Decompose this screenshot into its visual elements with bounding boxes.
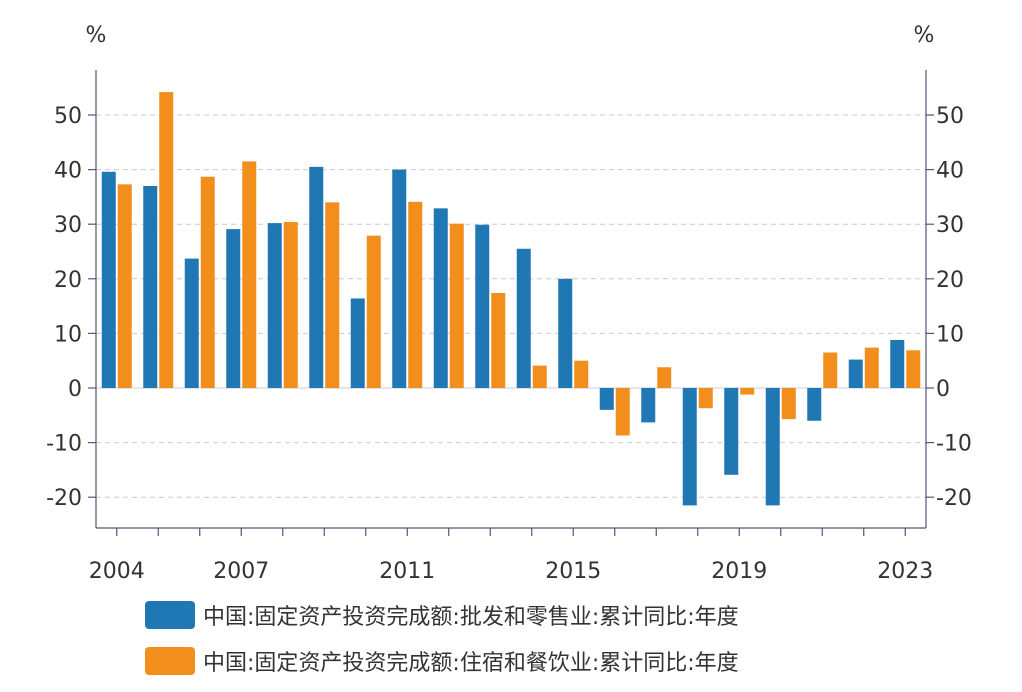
legend: 中国:固定资产投资完成额:批发和零售业:累计同比:年度 中国:固定资产投资完成额…: [145, 600, 739, 692]
y-tick-label-right: 10: [936, 322, 964, 347]
bar-retail-2019: [724, 388, 739, 475]
x-tick-label: 2023: [877, 559, 933, 584]
bar-hospitality-2023: [906, 350, 921, 388]
bar-hospitality-2006: [200, 176, 215, 388]
bar-hospitality-2008: [283, 222, 298, 388]
bar-retail-2005: [143, 185, 158, 388]
y-tick-label-left: -10: [46, 432, 82, 457]
bar-hospitality-2022: [864, 347, 879, 388]
bar-hospitality-2020: [781, 388, 796, 420]
bar-retail-2022: [848, 359, 863, 388]
y-tick-label-left: 50: [54, 104, 82, 129]
legend-item-hospitality[interactable]: 中国:固定资产投资完成额:住宿和餐饮业:累计同比:年度: [145, 646, 739, 676]
bar-hospitality-2014: [532, 365, 547, 388]
y-tick-label-right: 50: [936, 104, 964, 129]
bar-retail-2021: [807, 388, 822, 421]
y-tick-label-left: 20: [54, 268, 82, 293]
bar-hospitality-2011: [408, 201, 423, 388]
chart: -20 -20 -10 -10 0 0 10 10 20 20 30 30 40 40 50 50 2004 20…: [46, 23, 972, 584]
x-tick-label: 2015: [545, 559, 601, 584]
y-tick-label-right: -20: [936, 486, 972, 511]
y-tick-label-left: 0: [68, 377, 82, 402]
bar-retail-2017: [641, 388, 656, 423]
bar-retail-2020: [765, 388, 780, 506]
bar-retail-2013: [475, 224, 490, 388]
bar-retail-2007: [226, 229, 241, 388]
bar-retail-2009: [309, 166, 324, 388]
x-tick-label: 2011: [379, 559, 435, 584]
bar-retail-2008: [267, 223, 282, 388]
bar-hospitality-2017: [657, 367, 672, 388]
bar-retail-2015: [558, 278, 573, 388]
legend-label-hospitality: 中国:固定资产投资完成额:住宿和餐饮业:累计同比:年度: [203, 651, 739, 676]
bar-hospitality-2010: [366, 235, 381, 388]
bar-hospitality-2004: [117, 184, 132, 388]
bar-hospitality-2009: [325, 202, 340, 388]
bar-retail-2006: [184, 258, 199, 388]
y-tick-label-left: 10: [54, 322, 82, 347]
y-tick-label-right: 20: [936, 268, 964, 293]
bar-hospitality-2012: [449, 223, 464, 388]
bar-retail-2023: [890, 339, 905, 388]
left-axis-unit: %: [86, 23, 107, 48]
x-tick-label: 2019: [711, 559, 767, 584]
gridlines: [96, 114, 926, 498]
bar-hospitality-2007: [242, 161, 257, 388]
bar-hospitality-2019: [740, 388, 755, 395]
y-tick-label-left: -20: [46, 486, 82, 511]
y-tick-label-right: 0: [936, 377, 950, 402]
legend-item-retail[interactable]: 中国:固定资产投资完成额:批发和零售业:累计同比:年度: [145, 600, 739, 630]
bar-retail-2018: [682, 388, 697, 506]
bar-hospitality-2013: [491, 292, 506, 388]
axes: -20 -20 -10 -10 0 0 10 10 20 20 30 30 40 40 50 50 2004 20…: [46, 70, 972, 584]
bar-hospitality-2005: [159, 92, 174, 389]
bar-retail-2014: [516, 248, 531, 388]
legend-swatch-retail: [145, 601, 195, 629]
y-tick-label-right: 30: [936, 213, 964, 238]
x-tick-label: 2007: [213, 559, 269, 584]
bar-hospitality-2015: [574, 360, 589, 388]
bar-retail-2016: [599, 388, 614, 410]
bar-hospitality-2016: [615, 388, 630, 436]
legend-label-retail: 中国:固定资产投资完成额:批发和零售业:累计同比:年度: [203, 605, 739, 630]
right-axis-unit: %: [914, 23, 935, 48]
bars: [101, 92, 921, 506]
legend-swatch-hospitality: [145, 647, 195, 675]
y-tick-label-left: 40: [54, 159, 82, 184]
y-tick-label-right: -10: [936, 432, 972, 457]
bar-hospitality-2018: [698, 388, 713, 409]
bar-retail-2004: [101, 171, 116, 388]
bar-retail-2012: [433, 208, 448, 388]
x-tick-label: 2004: [89, 559, 145, 584]
bar-retail-2010: [350, 298, 365, 388]
y-tick-label-left: 30: [54, 213, 82, 238]
bar-retail-2011: [392, 169, 407, 388]
y-tick-label-right: 40: [936, 159, 964, 184]
bar-hospitality-2021: [823, 352, 838, 388]
